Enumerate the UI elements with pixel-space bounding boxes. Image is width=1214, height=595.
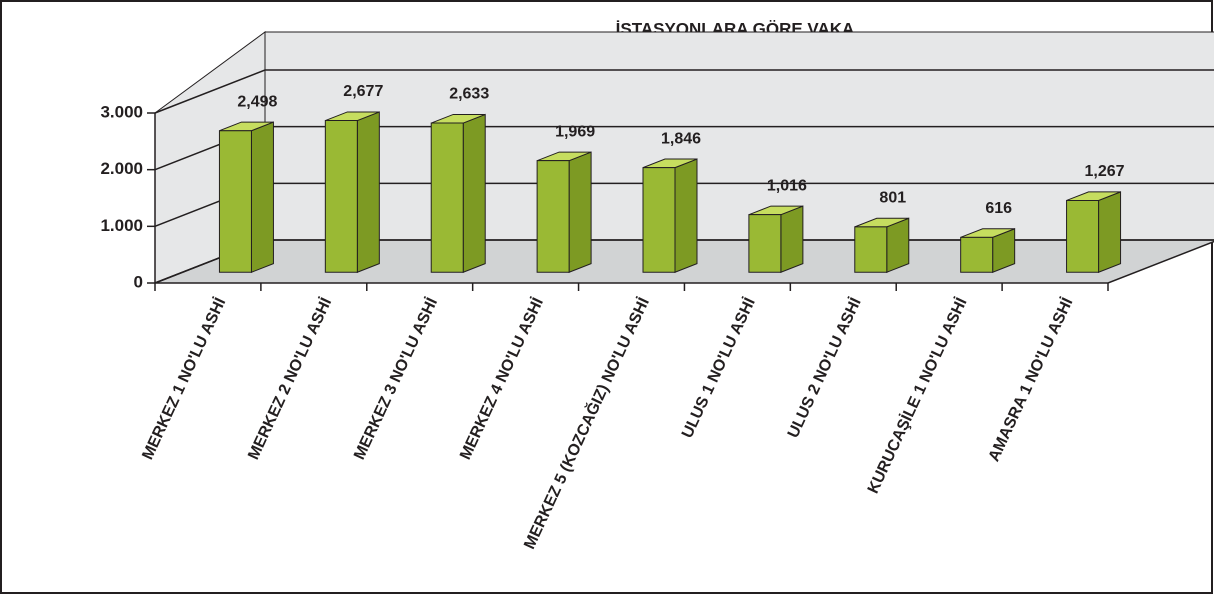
bar-side — [356, 111, 380, 273]
bar — [1066, 191, 1122, 273]
bar-side — [250, 121, 274, 273]
y-tick-label: 2.000 — [100, 159, 143, 178]
grid-line — [154, 69, 1214, 114]
bar — [748, 205, 804, 273]
data-label: 1,016 — [767, 177, 807, 194]
bar-side — [674, 158, 698, 273]
bar — [642, 158, 698, 273]
bar-front — [1066, 199, 1100, 273]
bar-front — [536, 160, 570, 273]
bar-front — [854, 226, 888, 273]
data-label: 2,498 — [237, 93, 277, 110]
bar — [854, 217, 910, 273]
bar — [324, 111, 380, 273]
data-label: 616 — [985, 200, 1012, 217]
bar — [218, 121, 274, 273]
data-label: 1,846 — [661, 130, 701, 147]
y-tick-label: 1.000 — [100, 216, 143, 235]
bar-front — [218, 130, 252, 273]
data-label: 801 — [879, 189, 906, 206]
bar-front — [430, 122, 464, 273]
data-label: 1,969 — [555, 123, 595, 140]
bar-front — [324, 120, 358, 273]
bar — [536, 151, 592, 273]
data-label: 2,633 — [449, 86, 489, 103]
bar-side — [568, 151, 592, 273]
bar-side — [462, 113, 486, 273]
bar-front — [960, 236, 994, 273]
y-tick-label: 3.000 — [100, 102, 143, 121]
bar-side — [1098, 191, 1122, 273]
bar — [430, 113, 486, 273]
bar-side — [780, 205, 804, 273]
data-label: 1,267 — [1085, 163, 1125, 180]
bar — [960, 228, 1016, 273]
bar-front — [642, 167, 676, 273]
bar-side — [886, 217, 910, 273]
data-label: 2,677 — [343, 83, 383, 100]
bar-front — [748, 214, 782, 273]
y-tick-label: 0 — [134, 272, 143, 291]
